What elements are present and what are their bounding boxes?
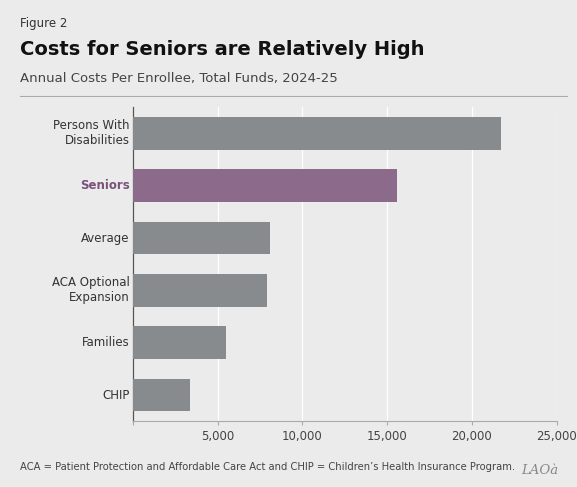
- Bar: [133, 379, 190, 412]
- Bar: [133, 222, 270, 254]
- Text: Persons With
Disabilities: Persons With Disabilities: [53, 119, 130, 147]
- Bar: [133, 117, 501, 150]
- Bar: [133, 274, 267, 307]
- Text: Average: Average: [81, 231, 130, 244]
- Text: Figure 2: Figure 2: [20, 17, 68, 30]
- Bar: [133, 169, 398, 202]
- Text: Seniors: Seniors: [80, 179, 130, 192]
- Text: CHIP: CHIP: [102, 389, 130, 402]
- Text: Annual Costs Per Enrollee, Total Funds, 2024-25: Annual Costs Per Enrollee, Total Funds, …: [20, 72, 338, 85]
- Bar: [133, 326, 226, 359]
- Text: Families: Families: [82, 336, 130, 349]
- Text: ACA Optional
Expansion: ACA Optional Expansion: [52, 277, 130, 304]
- Text: LAOà: LAOà: [522, 464, 559, 477]
- Text: Costs for Seniors are Relatively High: Costs for Seniors are Relatively High: [20, 40, 425, 59]
- Text: ACA = Patient Protection and Affordable Care Act and CHIP = Children’s Health In: ACA = Patient Protection and Affordable …: [20, 462, 515, 472]
